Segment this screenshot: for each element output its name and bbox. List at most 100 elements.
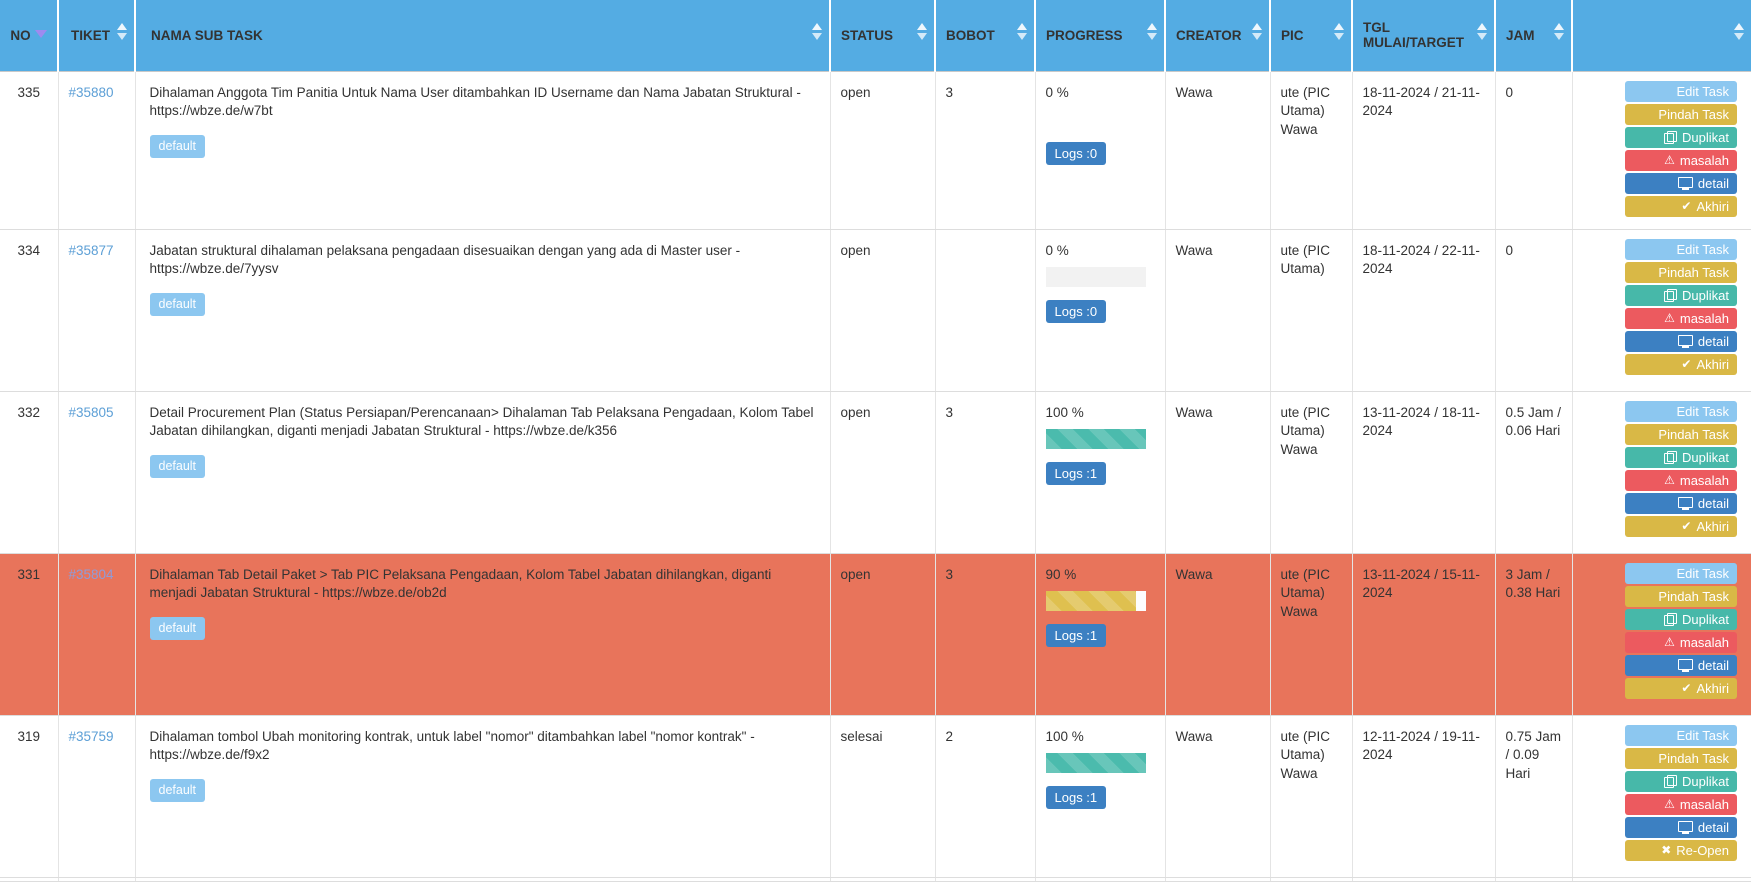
move-task-button[interactable]: Pindah Task [1625, 261, 1737, 283]
move-task-button[interactable]: Pindah Task [1625, 423, 1737, 445]
cell-creator: Wawa [1165, 391, 1271, 554]
cell-dates: 13-11-2024 / 15-11-2024 [1352, 553, 1496, 716]
duplicate-button[interactable]: Duplikat [1625, 284, 1737, 306]
warning-icon: ⚠ [1664, 153, 1675, 167]
issue-button[interactable]: ⚠ masalah [1625, 793, 1737, 815]
reopen-button[interactable]: ✖ Re-Open [1625, 839, 1737, 861]
task-text: Dihalaman tombol Ubah monitoring kontrak… [149, 728, 755, 763]
progress-label: 90 % [1045, 566, 1077, 582]
cell-actions: Edit Task Pindah Task Duplikat ⚠ masalah … [1572, 391, 1751, 554]
move-task-button[interactable]: Pindah Task [1625, 585, 1737, 607]
ticket-link[interactable]: #35880 [68, 84, 114, 100]
cell-task: Dihalaman tombol Ubah monitoring kontrak… [135, 715, 831, 878]
logs-button[interactable]: Logs :0 [1045, 300, 1107, 324]
cell-dates: 12-11-2024 / 19-11-2024 [1352, 715, 1496, 878]
cell-creator: Wawa [1165, 229, 1271, 392]
col-header-creator[interactable]: CREATOR [1165, 0, 1271, 72]
progress-label: 0 % [1045, 84, 1069, 100]
col-header-nama-sub-task[interactable]: NAMA SUB TASK [135, 0, 831, 72]
monitor-icon [1677, 334, 1693, 348]
warning-icon: ⚠ [1664, 797, 1675, 811]
cell-task: Detail Procurement Plan (Status Persiapa… [135, 391, 831, 554]
sort-icons [812, 23, 822, 41]
task-text: Jabatan struktural dihalaman pelaksana p… [149, 242, 741, 277]
finish-button[interactable]: ✔ Akhiri [1625, 515, 1737, 537]
cell-pic: ute (PIC Utama) [1270, 229, 1353, 392]
finish-button[interactable]: ✔ Akhiri [1625, 353, 1737, 375]
issue-button[interactable]: ⚠ masalah [1625, 149, 1737, 171]
cell-ticket: #35877 [58, 229, 136, 392]
sort-icons [1477, 23, 1487, 41]
col-header-pic[interactable]: PIC [1270, 0, 1353, 72]
edit-task-button[interactable]: Edit Task [1625, 80, 1737, 102]
copy-icon [1664, 130, 1678, 144]
check-icon: ✔ [1681, 357, 1692, 371]
detail-button[interactable]: detail [1625, 172, 1737, 194]
col-header-label: CREATOR [1176, 27, 1242, 43]
cell-no: 331 [0, 553, 59, 716]
cell-hours: 0.5 Jam / 0.06 Hari [1495, 391, 1573, 554]
ticket-link[interactable]: #35805 [68, 404, 114, 420]
duplicate-button[interactable]: Duplikat [1625, 446, 1737, 468]
detail-button[interactable]: detail [1625, 330, 1737, 352]
col-header-jam[interactable]: JAM [1495, 0, 1573, 72]
cell-progress: 100 % Logs :1 [1035, 715, 1166, 878]
cell-progress: 0 % Logs :0 [1035, 71, 1166, 230]
cell-pic: ute (PIC Utama) Wawa [1270, 715, 1353, 878]
cell-actions: Edit Task Pindah Task Duplikat ⚠ masalah … [1572, 553, 1751, 716]
col-header-actions[interactable] [1572, 0, 1751, 72]
col-header-bobot[interactable]: BOBOT [935, 0, 1036, 72]
col-header-label: JAM [1506, 27, 1535, 43]
edit-task-button[interactable]: Edit Task [1625, 238, 1737, 260]
ticket-link[interactable]: #35804 [68, 566, 114, 582]
detail-button[interactable]: detail [1625, 492, 1737, 514]
ticket-link[interactable]: #35877 [68, 242, 114, 258]
cell-creator: Wawa [1165, 71, 1271, 230]
col-header-progress[interactable]: PROGRESS [1035, 0, 1166, 72]
copy-icon [1664, 774, 1678, 788]
cell-status: open [830, 229, 936, 392]
duplicate-button[interactable]: Duplikat [1625, 126, 1737, 148]
table-header: NO TIKET NAMA SUB TASK STATUS BOBOT PROG… [0, 0, 1751, 72]
issue-button[interactable]: ⚠ masalah [1625, 631, 1737, 653]
edit-task-button[interactable]: Edit Task [1625, 400, 1737, 422]
cell-pic: ute (PIC Utama) Wawa [1270, 391, 1353, 554]
cell-no: 334 [0, 229, 59, 392]
cross-icon: ✖ [1661, 843, 1672, 857]
cell-actions: Edit Task Pindah Task Duplikat ⚠ masalah … [1572, 71, 1751, 230]
cell-ticket: #35805 [58, 391, 136, 554]
detail-button[interactable]: detail [1625, 654, 1737, 676]
finish-button[interactable]: ✔ Akhiri [1625, 677, 1737, 699]
logs-button[interactable]: Logs :0 [1045, 142, 1107, 166]
finish-button[interactable]: ✔ Akhiri [1625, 195, 1737, 217]
move-task-button[interactable]: Pindah Task [1625, 747, 1737, 769]
progress-label: 100 % [1045, 728, 1084, 744]
edit-task-button[interactable]: Edit Task [1625, 562, 1737, 584]
logs-button[interactable]: Logs :1 [1045, 786, 1107, 810]
cell-hours: 3 Jam / 0.38 Hari [1495, 553, 1573, 716]
edit-task-button[interactable]: Edit Task [1625, 724, 1737, 746]
duplicate-button[interactable]: Duplikat [1625, 608, 1737, 630]
logs-button[interactable]: Logs :1 [1045, 462, 1107, 486]
col-header-tiket[interactable]: TIKET [58, 0, 136, 72]
copy-icon [1664, 450, 1678, 464]
warning-icon: ⚠ [1664, 473, 1675, 487]
cell-status: open [830, 391, 936, 554]
cell-progress: 90 % Logs :1 [1035, 553, 1166, 716]
logs-button[interactable]: Logs :1 [1045, 624, 1107, 648]
issue-button[interactable]: ⚠ masalah [1625, 307, 1737, 329]
cell-ticket: #35759 [58, 715, 136, 878]
cell-actions: Edit Task Pindah Task Duplikat ⚠ masalah … [1572, 229, 1751, 392]
duplicate-button[interactable]: Duplikat [1625, 770, 1737, 792]
issue-button[interactable]: ⚠ masalah [1625, 469, 1737, 491]
move-task-button[interactable]: Pindah Task [1625, 103, 1737, 125]
col-header-status[interactable]: STATUS [830, 0, 936, 72]
ticket-link[interactable]: #35759 [68, 728, 114, 744]
cell-progress: 100 % Logs :1 [1035, 391, 1166, 554]
cell-no: 319 [0, 715, 59, 878]
col-header-no[interactable]: NO [0, 0, 59, 72]
col-header-tgl-mulai-target[interactable]: TGL MULAI/TARGET [1352, 0, 1496, 72]
progress-bar [1045, 429, 1146, 450]
detail-button[interactable]: detail [1625, 816, 1737, 838]
